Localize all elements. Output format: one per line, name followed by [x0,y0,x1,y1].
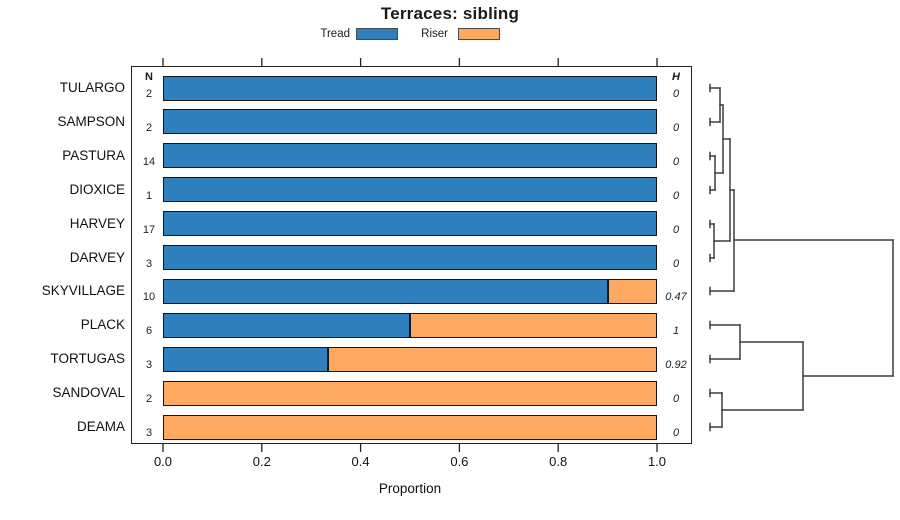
stacked-bar [163,143,657,169]
h-value: 1 [672,325,680,338]
row-label-skyvillage: SKYVILLAGE [41,283,125,299]
n-value: 14 [142,155,156,168]
row-label-sampson: SAMPSON [57,113,125,129]
h-value: 0 [672,121,680,134]
x-axis-tick-label: 0.0 [153,454,173,469]
row-label-tulargo: TULARGO [59,80,125,95]
x-axis-tick-label: 0.4 [351,454,370,469]
n-value: 10 [142,291,156,304]
x-axis-title: Proportion [378,481,442,496]
riser-segment [163,414,657,440]
legend-label-tread: Tread [320,28,350,40]
riser-segment [410,312,657,338]
riser-segment [163,380,657,406]
row-label-tortugas: TORTUGAS [50,351,125,367]
stacked-bar [163,278,657,304]
tread-segment [163,177,657,203]
stacked-bar [163,109,657,135]
row-label-plack: PLACK [80,317,125,333]
h-value: 0 [672,223,680,236]
n-value: 17 [142,223,156,236]
stacked-bar [163,414,657,440]
row-label-deama: DEAMA [76,419,125,434]
tread-segment [163,245,657,270]
n-value: 2 [145,121,153,134]
tread-segment [163,143,657,169]
chart-title: Terraces: sibling [380,4,520,23]
n-value: 6 [145,325,153,338]
n-value: 2 [145,393,153,406]
tread-segment [163,346,328,372]
n-value: 3 [145,257,153,270]
legend-label-riser: Riser [421,28,448,40]
x-axis-tick-label: 1.0 [647,454,667,469]
n-value: 3 [145,427,153,439]
x-axis-tick-label: 0.8 [549,454,568,469]
row-label-harvey: HARVEY [69,215,125,231]
row-label-sandoval: SANDOVAL [52,385,125,401]
tread-segment [163,109,657,135]
n-value: 2 [145,88,153,100]
h-value: 0.47 [665,291,687,304]
h-value: 0 [672,257,680,270]
x-axis-tick-label: 0.6 [450,454,469,469]
tread-segment [163,75,657,101]
riser-segment [607,278,657,304]
h-value: 0 [672,155,680,168]
tread-segment [163,312,410,338]
h-value: 0.92 [665,359,687,372]
h-value: 0 [672,88,680,100]
h-column-header: H [672,71,680,83]
row-label-pastura: PASTURA [62,147,125,163]
riser-color-swatch [458,28,500,40]
tread-segment [163,211,657,237]
stacked-bar [163,75,657,101]
stacked-bar [163,312,657,338]
row-label-darvey: DARVEY [69,249,125,265]
stacked-bar [163,211,657,237]
h-value: 0 [672,189,680,202]
stacked-bar [163,380,657,406]
riser-segment [327,346,657,372]
stacked-bar [163,177,657,203]
stacked-bar [163,245,657,270]
tread-color-swatch [356,28,398,40]
dendrogram [709,83,894,432]
h-value: 0 [672,393,680,406]
h-value: 0 [672,427,680,439]
row-label-dioxice: DIOXICE [69,181,125,197]
tread-segment [163,278,608,304]
x-axis-tick-label: 0.2 [252,454,271,469]
n-column-header: N [145,71,153,83]
stacked-bar [163,346,657,372]
n-value: 3 [145,359,153,372]
axis-ticks [162,58,658,452]
n-value: 1 [145,189,153,202]
